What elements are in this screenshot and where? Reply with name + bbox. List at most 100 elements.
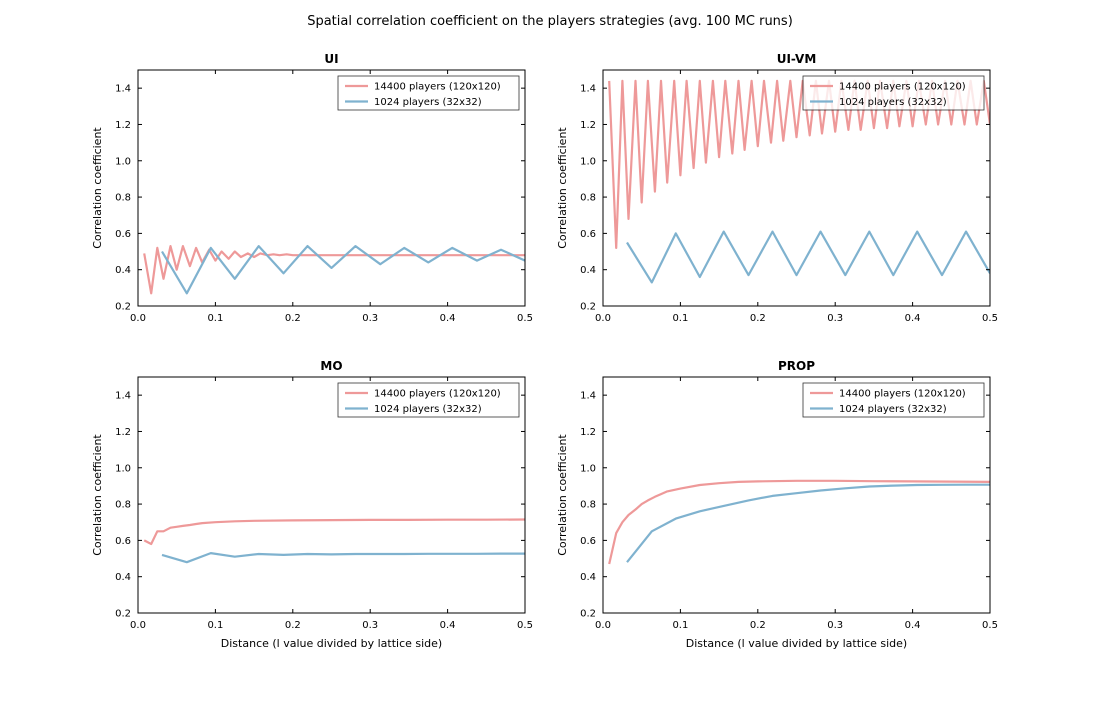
y-axis-label: Correlation coefficient <box>91 434 104 556</box>
y-axis-label: Correlation coefficient <box>91 127 104 249</box>
y-tick-label: 0.6 <box>580 536 596 547</box>
x-tick-label: 0.3 <box>827 313 843 324</box>
x-tick-label: 0.5 <box>982 620 998 631</box>
figure-title: Spatial correlation coefficient on the p… <box>307 14 793 29</box>
series-line-120x120 <box>143 245 525 295</box>
x-tick-label: 0.1 <box>672 620 688 631</box>
y-tick-label: 1.4 <box>580 391 596 402</box>
y-tick-label: 1.4 <box>115 84 131 95</box>
plot-frame <box>602 69 991 307</box>
y-tick-label: 0.8 <box>580 500 596 511</box>
series-line-32x32 <box>161 245 525 295</box>
x-tick-label: 0.0 <box>130 313 146 324</box>
x-tick-label: 0.1 <box>207 313 223 324</box>
legend-box <box>337 382 520 418</box>
x-axis-label: Distance (l value divided by lattice sid… <box>221 637 442 650</box>
subplot-ui: UI 0.0 0.1 0.2 0.3 0.4 0.5 0.2 0.4 0.6 0.8 1.0 1.2 1.… <box>91 52 533 324</box>
y-tick-label: 0.6 <box>115 536 131 547</box>
legend-label: 14400 players (120x120) <box>374 389 501 400</box>
subplot-prop: PROP 0.0 0.1 0.2 0.3 0.4 0.5 0.2 0.4 0.6 0.8 1.0 1.2… <box>556 359 998 650</box>
subplot-title: UI-VM <box>777 52 817 66</box>
legend-box <box>802 75 985 111</box>
legend-label: 14400 players (120x120) <box>839 82 966 93</box>
x-tick-label: 0.3 <box>362 313 378 324</box>
x-tick-label: 0.1 <box>672 313 688 324</box>
x-tick-label: 0.2 <box>750 313 766 324</box>
x-tick-label: 0.4 <box>905 620 921 631</box>
legend: 14400 players (120x120) 1024 players (32x… <box>802 75 985 111</box>
series-group <box>143 518 525 564</box>
legend: 14400 players (120x120) 1024 players (32x… <box>802 382 985 418</box>
series-line-32x32 <box>626 483 990 563</box>
y-tick-label: 1.4 <box>115 391 131 402</box>
x-tick-label: 0.0 <box>130 620 146 631</box>
y-tick-label: 0.2 <box>580 609 596 620</box>
y-tick-label: 1.2 <box>115 120 131 131</box>
legend-box <box>337 75 520 111</box>
y-tick-label: 0.2 <box>115 302 131 313</box>
legend: 14400 players (120x120) 1024 players (32x… <box>337 382 520 418</box>
x-tick-label: 0.2 <box>285 313 301 324</box>
y-tick-label: 0.8 <box>115 193 131 204</box>
x-tick-label: 0.0 <box>595 313 611 324</box>
plot-frame <box>137 376 526 614</box>
y-tick-label: 0.2 <box>115 609 131 620</box>
legend-label: 1024 players (32x32) <box>839 97 947 108</box>
y-axis-label: Correlation coefficient <box>556 434 569 556</box>
series-line-120x120 <box>608 479 990 565</box>
x-tick-label: 0.5 <box>517 620 533 631</box>
x-tick-label: 0.2 <box>750 620 766 631</box>
legend-label: 14400 players (120x120) <box>839 389 966 400</box>
series-line-120x120 <box>143 518 525 546</box>
plot-frame <box>137 69 526 307</box>
x-tick-label: 0.3 <box>827 620 843 631</box>
x-tick-label: 0.4 <box>440 313 456 324</box>
y-tick-label: 0.6 <box>580 229 596 240</box>
series-line-32x32 <box>161 551 525 564</box>
subplot-ui-vm: UI-VM 0.0 0.1 0.2 0.3 0.4 0.5 0.2 0.4 0.6 0.8 1.0 1.… <box>556 52 998 324</box>
y-tick-label: 0.4 <box>115 265 131 276</box>
y-axis-label: Correlation coefficient <box>556 127 569 249</box>
series-group <box>143 245 525 295</box>
legend-label: 1024 players (32x32) <box>374 404 482 415</box>
subplot-grid: UI 0.0 0.1 0.2 0.3 0.4 0.5 0.2 0.4 0.6 0.8 1.0 1.2 1.… <box>91 52 998 650</box>
x-tick-label: 0.0 <box>595 620 611 631</box>
series-line-120x120 <box>608 79 990 249</box>
subplot-title: MO <box>320 359 342 373</box>
y-tick-label: 0.2 <box>580 302 596 313</box>
y-tick-label: 1.0 <box>115 156 131 167</box>
legend: 14400 players (120x120) 1024 players (32x… <box>337 75 520 111</box>
x-axis-label: Distance (l value divided by lattice sid… <box>686 637 907 650</box>
x-tick-label: 0.1 <box>207 620 223 631</box>
y-tick-label: 1.0 <box>580 156 596 167</box>
legend-box <box>802 382 985 418</box>
subplot-title: UI <box>324 52 338 66</box>
y-tick-label: 0.4 <box>580 265 596 276</box>
y-tick-label: 0.8 <box>115 500 131 511</box>
legend-label: 1024 players (32x32) <box>374 97 482 108</box>
y-tick-label: 1.2 <box>580 427 596 438</box>
series-group <box>608 79 990 284</box>
plot-frame <box>602 376 991 614</box>
y-tick-label: 0.6 <box>115 229 131 240</box>
subplot-mo: MO 0.0 0.1 0.2 0.3 0.4 0.5 0.2 0.4 0.6 0.8 1.0 1.2 1.… <box>91 359 533 650</box>
x-tick-label: 0.5 <box>517 313 533 324</box>
legend-label: 1024 players (32x32) <box>839 404 947 415</box>
y-tick-label: 0.4 <box>115 572 131 583</box>
x-tick-label: 0.5 <box>982 313 998 324</box>
y-tick-label: 1.0 <box>580 463 596 474</box>
x-tick-label: 0.3 <box>362 620 378 631</box>
y-tick-label: 1.2 <box>115 427 131 438</box>
x-tick-label: 0.2 <box>285 620 301 631</box>
series-group <box>608 479 990 565</box>
y-tick-label: 0.8 <box>580 193 596 204</box>
x-tick-label: 0.4 <box>905 313 921 324</box>
subplot-title: PROP <box>778 359 815 373</box>
x-tick-label: 0.4 <box>440 620 456 631</box>
y-tick-label: 0.4 <box>580 572 596 583</box>
series-line-32x32 <box>626 230 990 284</box>
legend-label: 14400 players (120x120) <box>374 82 501 93</box>
y-tick-label: 1.4 <box>580 84 596 95</box>
